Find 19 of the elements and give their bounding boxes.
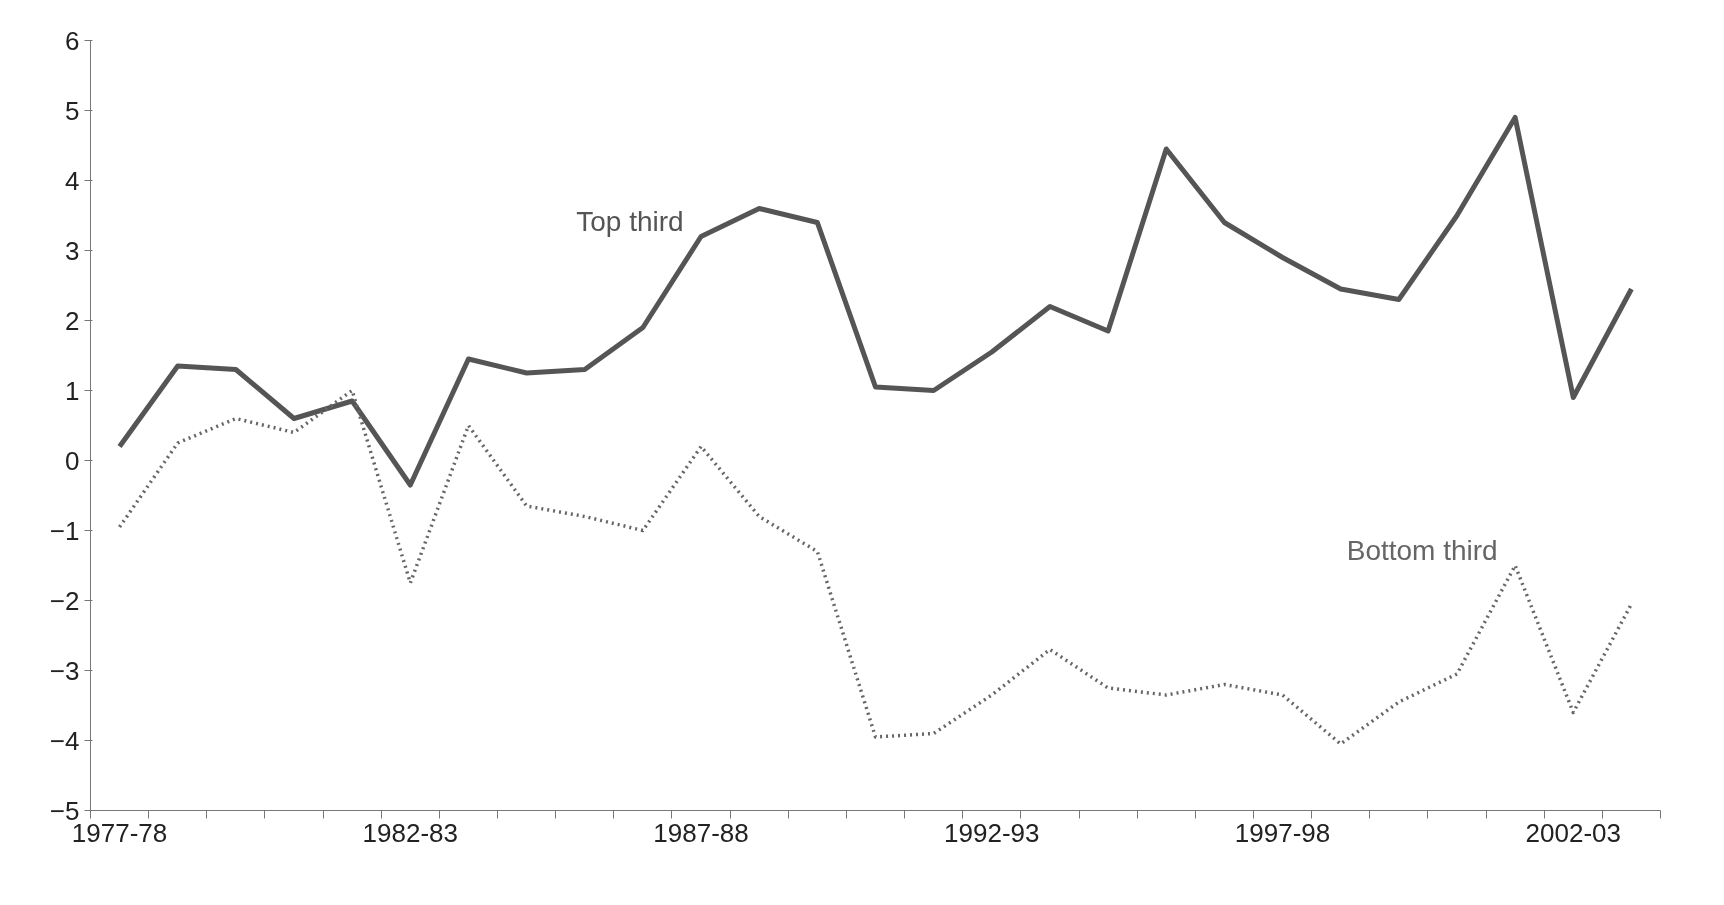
x-tick-label: 1992-93 — [944, 817, 1040, 848]
y-tick-label: −4 — [49, 725, 80, 756]
y-tick-label: 6 — [65, 25, 80, 56]
y-tick-label: −3 — [49, 655, 80, 686]
line-series — [117, 388, 1634, 746]
y-tick-label: 5 — [65, 95, 80, 126]
y-tick-label: 1 — [65, 375, 80, 406]
series-label: Bottom third — [1346, 534, 1498, 566]
x-tick-label: 1997-98 — [1234, 817, 1331, 848]
series-label: Top third — [576, 205, 684, 237]
y-tick-label: 3 — [65, 235, 80, 266]
y-tick-label: −1 — [49, 515, 80, 546]
x-tick-label: 1982-83 — [362, 817, 459, 848]
x-tick-label: 1987-88 — [653, 817, 749, 848]
x-tick-label: 2002-03 — [1525, 817, 1621, 848]
y-tick-label: 4 — [65, 165, 80, 196]
y-tick-label: 0 — [65, 445, 80, 476]
y-tick-label: −2 — [49, 585, 80, 616]
y-tick-label: 2 — [65, 305, 80, 336]
